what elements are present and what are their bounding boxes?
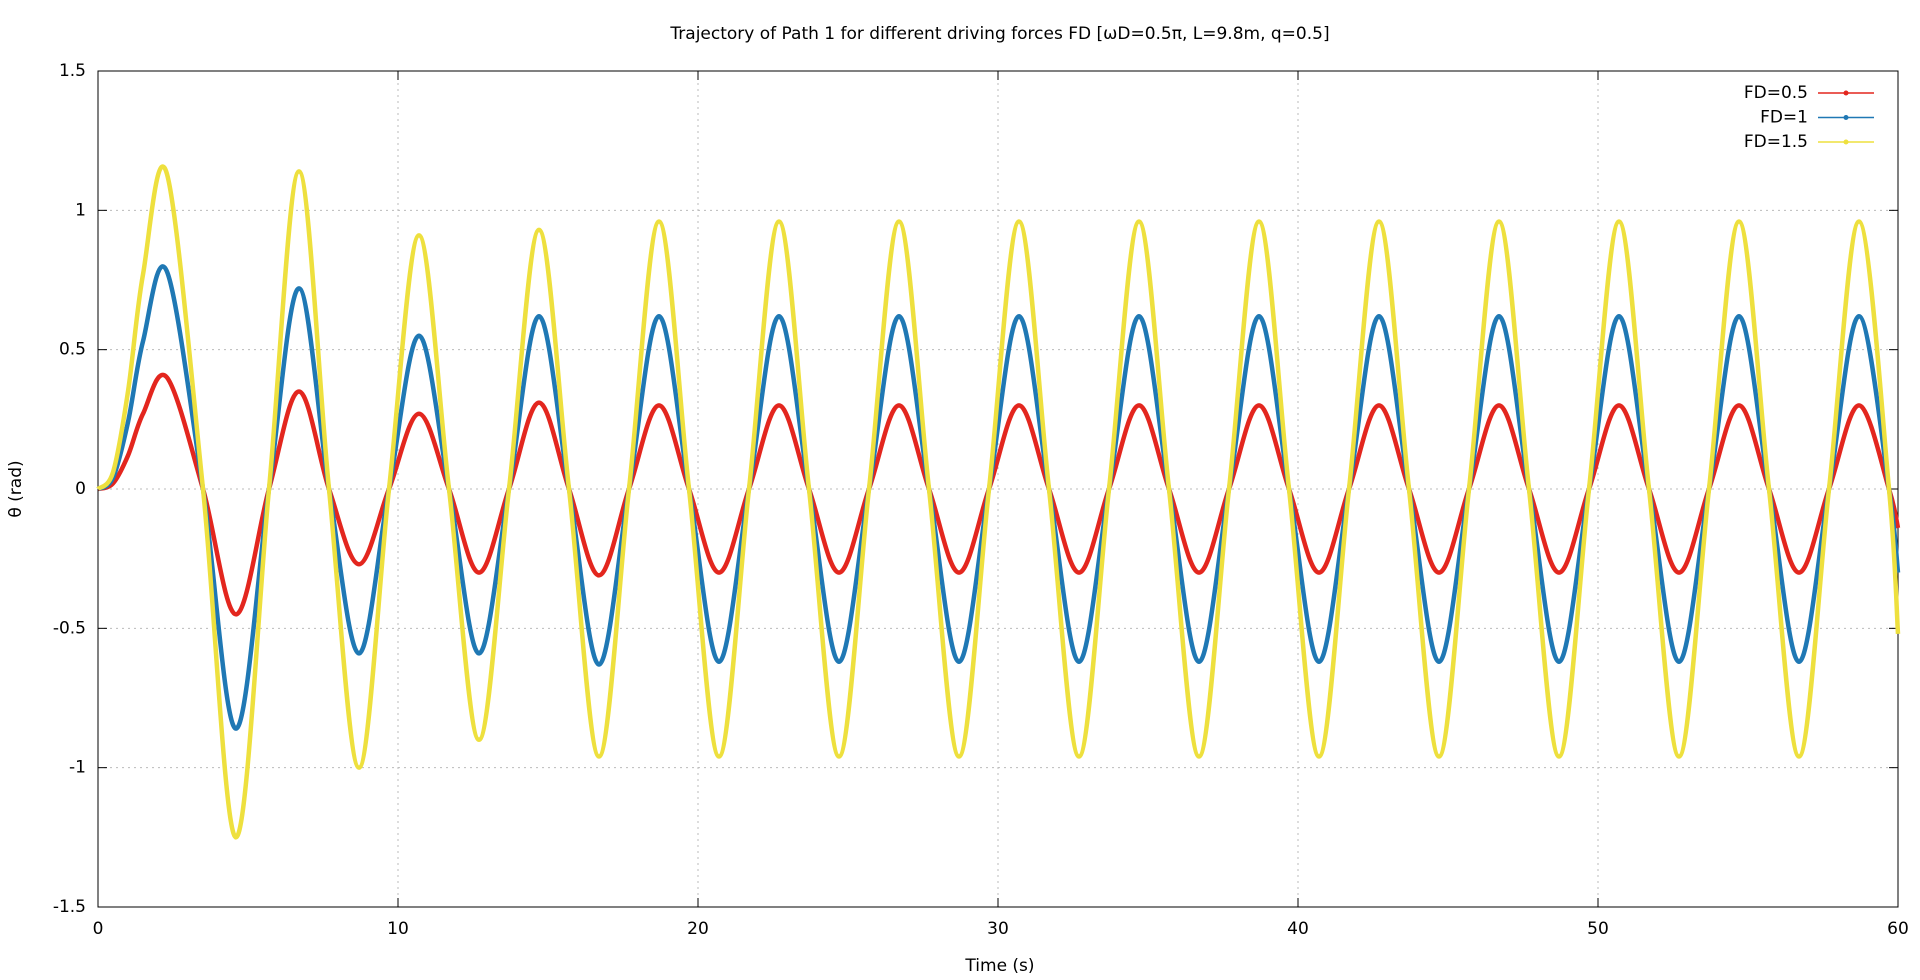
legend-marker bbox=[1843, 139, 1849, 145]
data-line bbox=[96, 164, 1901, 840]
legend-marker bbox=[1843, 90, 1849, 96]
y-tick-label: 1 bbox=[75, 200, 86, 220]
x-tick-label: 10 bbox=[387, 919, 409, 939]
y-tick-label: -0.5 bbox=[53, 618, 86, 638]
legend-label: FD=1 bbox=[1760, 108, 1808, 128]
chart-title: Trajectory of Path 1 for different drivi… bbox=[669, 24, 1329, 44]
y-tick-label: 0 bbox=[75, 479, 86, 499]
y-tick-label: 0.5 bbox=[59, 340, 86, 360]
x-tick-label: 60 bbox=[1887, 919, 1909, 939]
x-tick-label: 20 bbox=[687, 919, 709, 939]
x-axis-label: Time (s) bbox=[964, 956, 1034, 976]
legend-marker bbox=[1843, 115, 1849, 120]
y-axis-label: θ (rad) bbox=[6, 460, 26, 517]
y-tick-label: -1 bbox=[69, 758, 86, 778]
x-tick-label: 40 bbox=[1287, 919, 1309, 939]
legend-label: FD=0.5 bbox=[1744, 83, 1808, 103]
y-tick-label: 1.5 bbox=[59, 61, 86, 81]
x-tick-label: 0 bbox=[93, 919, 104, 939]
x-tick-label: 50 bbox=[1587, 919, 1609, 939]
legend-label: FD=1.5 bbox=[1744, 132, 1808, 152]
y-tick-label: -1.5 bbox=[53, 897, 86, 917]
x-tick-label: 30 bbox=[987, 919, 1009, 939]
